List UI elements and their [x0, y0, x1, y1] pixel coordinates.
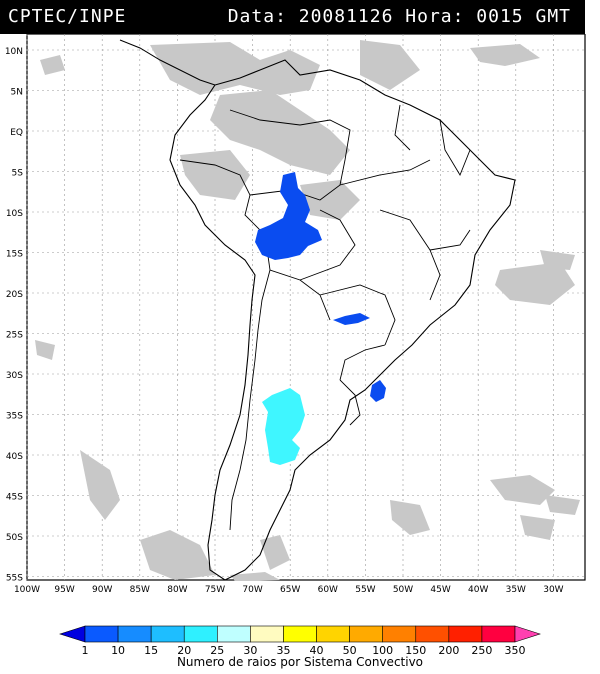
source-label: CPTEC/INPE [8, 6, 127, 27]
legend-color-box [150, 625, 185, 643]
lat-label: EQ [10, 128, 23, 138]
legend-tick-labels: 1 10 15 20 25 30 35 40 50 100 150 200 250 350 [82, 644, 526, 657]
lightning-cluster-amazon [255, 172, 322, 260]
legend-color-box [84, 625, 119, 643]
lon-label: 90W [92, 585, 112, 594]
legend-right-arrow [514, 625, 541, 643]
lat-label: 15S [6, 250, 23, 260]
lon-label: 60W [318, 585, 338, 594]
legend-tick-label: 250 [471, 644, 492, 657]
legend-tick-label: 200 [438, 644, 459, 657]
lon-label: 80W [167, 585, 187, 594]
legend-color-box [382, 625, 417, 643]
legend-color-box [448, 625, 483, 643]
lat-label: 5N [11, 88, 23, 98]
lon-label: 45W [430, 585, 450, 594]
lat-label: 35S [6, 412, 23, 422]
legend-tick-label: 30 [243, 644, 257, 657]
lat-label: 5S [12, 169, 24, 179]
latitude-labels: 10N 5N EQ 5S 10S 15S 20S 25S 30S 35S 40S 45S 50S 55S [5, 47, 23, 584]
lat-label: 10S [6, 209, 23, 219]
legend-tick-label: 100 [372, 644, 393, 657]
lon-label: 50W [393, 585, 413, 594]
lat-label: 20S [6, 290, 23, 300]
legend-color-box [183, 625, 218, 643]
longitude-labels: 100W 95W 90W 85W 80W 75W 70W 65W 60W 55W 50W 45W 40W… [14, 585, 564, 595]
lon-label: 55W [355, 585, 375, 594]
lat-label: 40S [6, 452, 23, 462]
legend-tick-label: 150 [405, 644, 426, 657]
lon-label: 95W [54, 585, 74, 594]
legend-tick-label: 25 [210, 644, 224, 657]
lat-label: 30S [6, 371, 23, 381]
lon-label: 70W [242, 585, 262, 594]
lat-label: 50S [6, 533, 23, 543]
legend-color-box [217, 625, 251, 643]
map-header: CPTEC/INPE Data: 20081126 Hora: 0015 GMT [0, 0, 585, 34]
legend-color-box [250, 625, 284, 643]
map-svg: 10N5NEQ5S10S15S20S25S30S35S40S45S50S55S … [5, 33, 586, 595]
legend-left-arrow [59, 625, 86, 643]
legend: 1 10 15 20 25 30 35 40 50 100 150 200 250 350 Numero … [0, 620, 600, 670]
legend-tick-label: 350 [505, 644, 526, 657]
lightning-cluster-paraguay [333, 313, 370, 325]
legend-color-box [349, 625, 383, 643]
legend-tick-label: 1 [82, 644, 89, 657]
legend-color-box [481, 625, 516, 643]
cloud-cover [35, 40, 580, 581]
south-america-coastline [169, 59, 516, 581]
legend-tick-label: 40 [310, 644, 324, 657]
lon-label: 75W [205, 585, 225, 594]
legend-color-box [283, 625, 317, 643]
country-borders [179, 104, 471, 531]
legend-color-box [117, 625, 152, 643]
map-panel: 10N 5N EQ 5S 10S 15S 20S 25S 30S 35S 40S 45S 50S 55S … [0, 33, 600, 595]
legend-svg: 1 10 15 20 25 30 35 40 50 100 150 200 250 350 Numero … [59, 625, 541, 669]
legend-color-box [316, 625, 350, 643]
lon-label: 65W [280, 585, 300, 594]
lon-label: 30W [543, 585, 563, 594]
lightning-cluster-uruguay [370, 380, 386, 402]
central-america-coastline [119, 39, 216, 86]
lat-label: 55S [6, 574, 23, 584]
legend-color-boxes [84, 625, 516, 643]
datetime-label: Data: 20081126 Hora: 0015 GMT [227, 6, 571, 27]
legend-tick-label: 50 [343, 644, 357, 657]
lon-label: 40W [468, 585, 488, 594]
lon-label: 100W [14, 585, 40, 594]
legend-title: Numero de raios por Sistema Convectivo [177, 655, 423, 669]
legend-tick-label: 35 [276, 644, 290, 657]
legend-tick-label: 15 [144, 644, 158, 657]
lat-label: 10N [5, 47, 23, 57]
lightning-cluster-argentina [262, 388, 305, 465]
lon-label: 35W [506, 585, 526, 594]
legend-tick-label: 20 [177, 644, 191, 657]
lon-label: 85W [130, 585, 150, 594]
legend-color-box [415, 625, 450, 643]
lat-label: 45S [6, 493, 23, 503]
legend-tick-label: 10 [111, 644, 125, 657]
lat-label: 25S [6, 331, 23, 341]
